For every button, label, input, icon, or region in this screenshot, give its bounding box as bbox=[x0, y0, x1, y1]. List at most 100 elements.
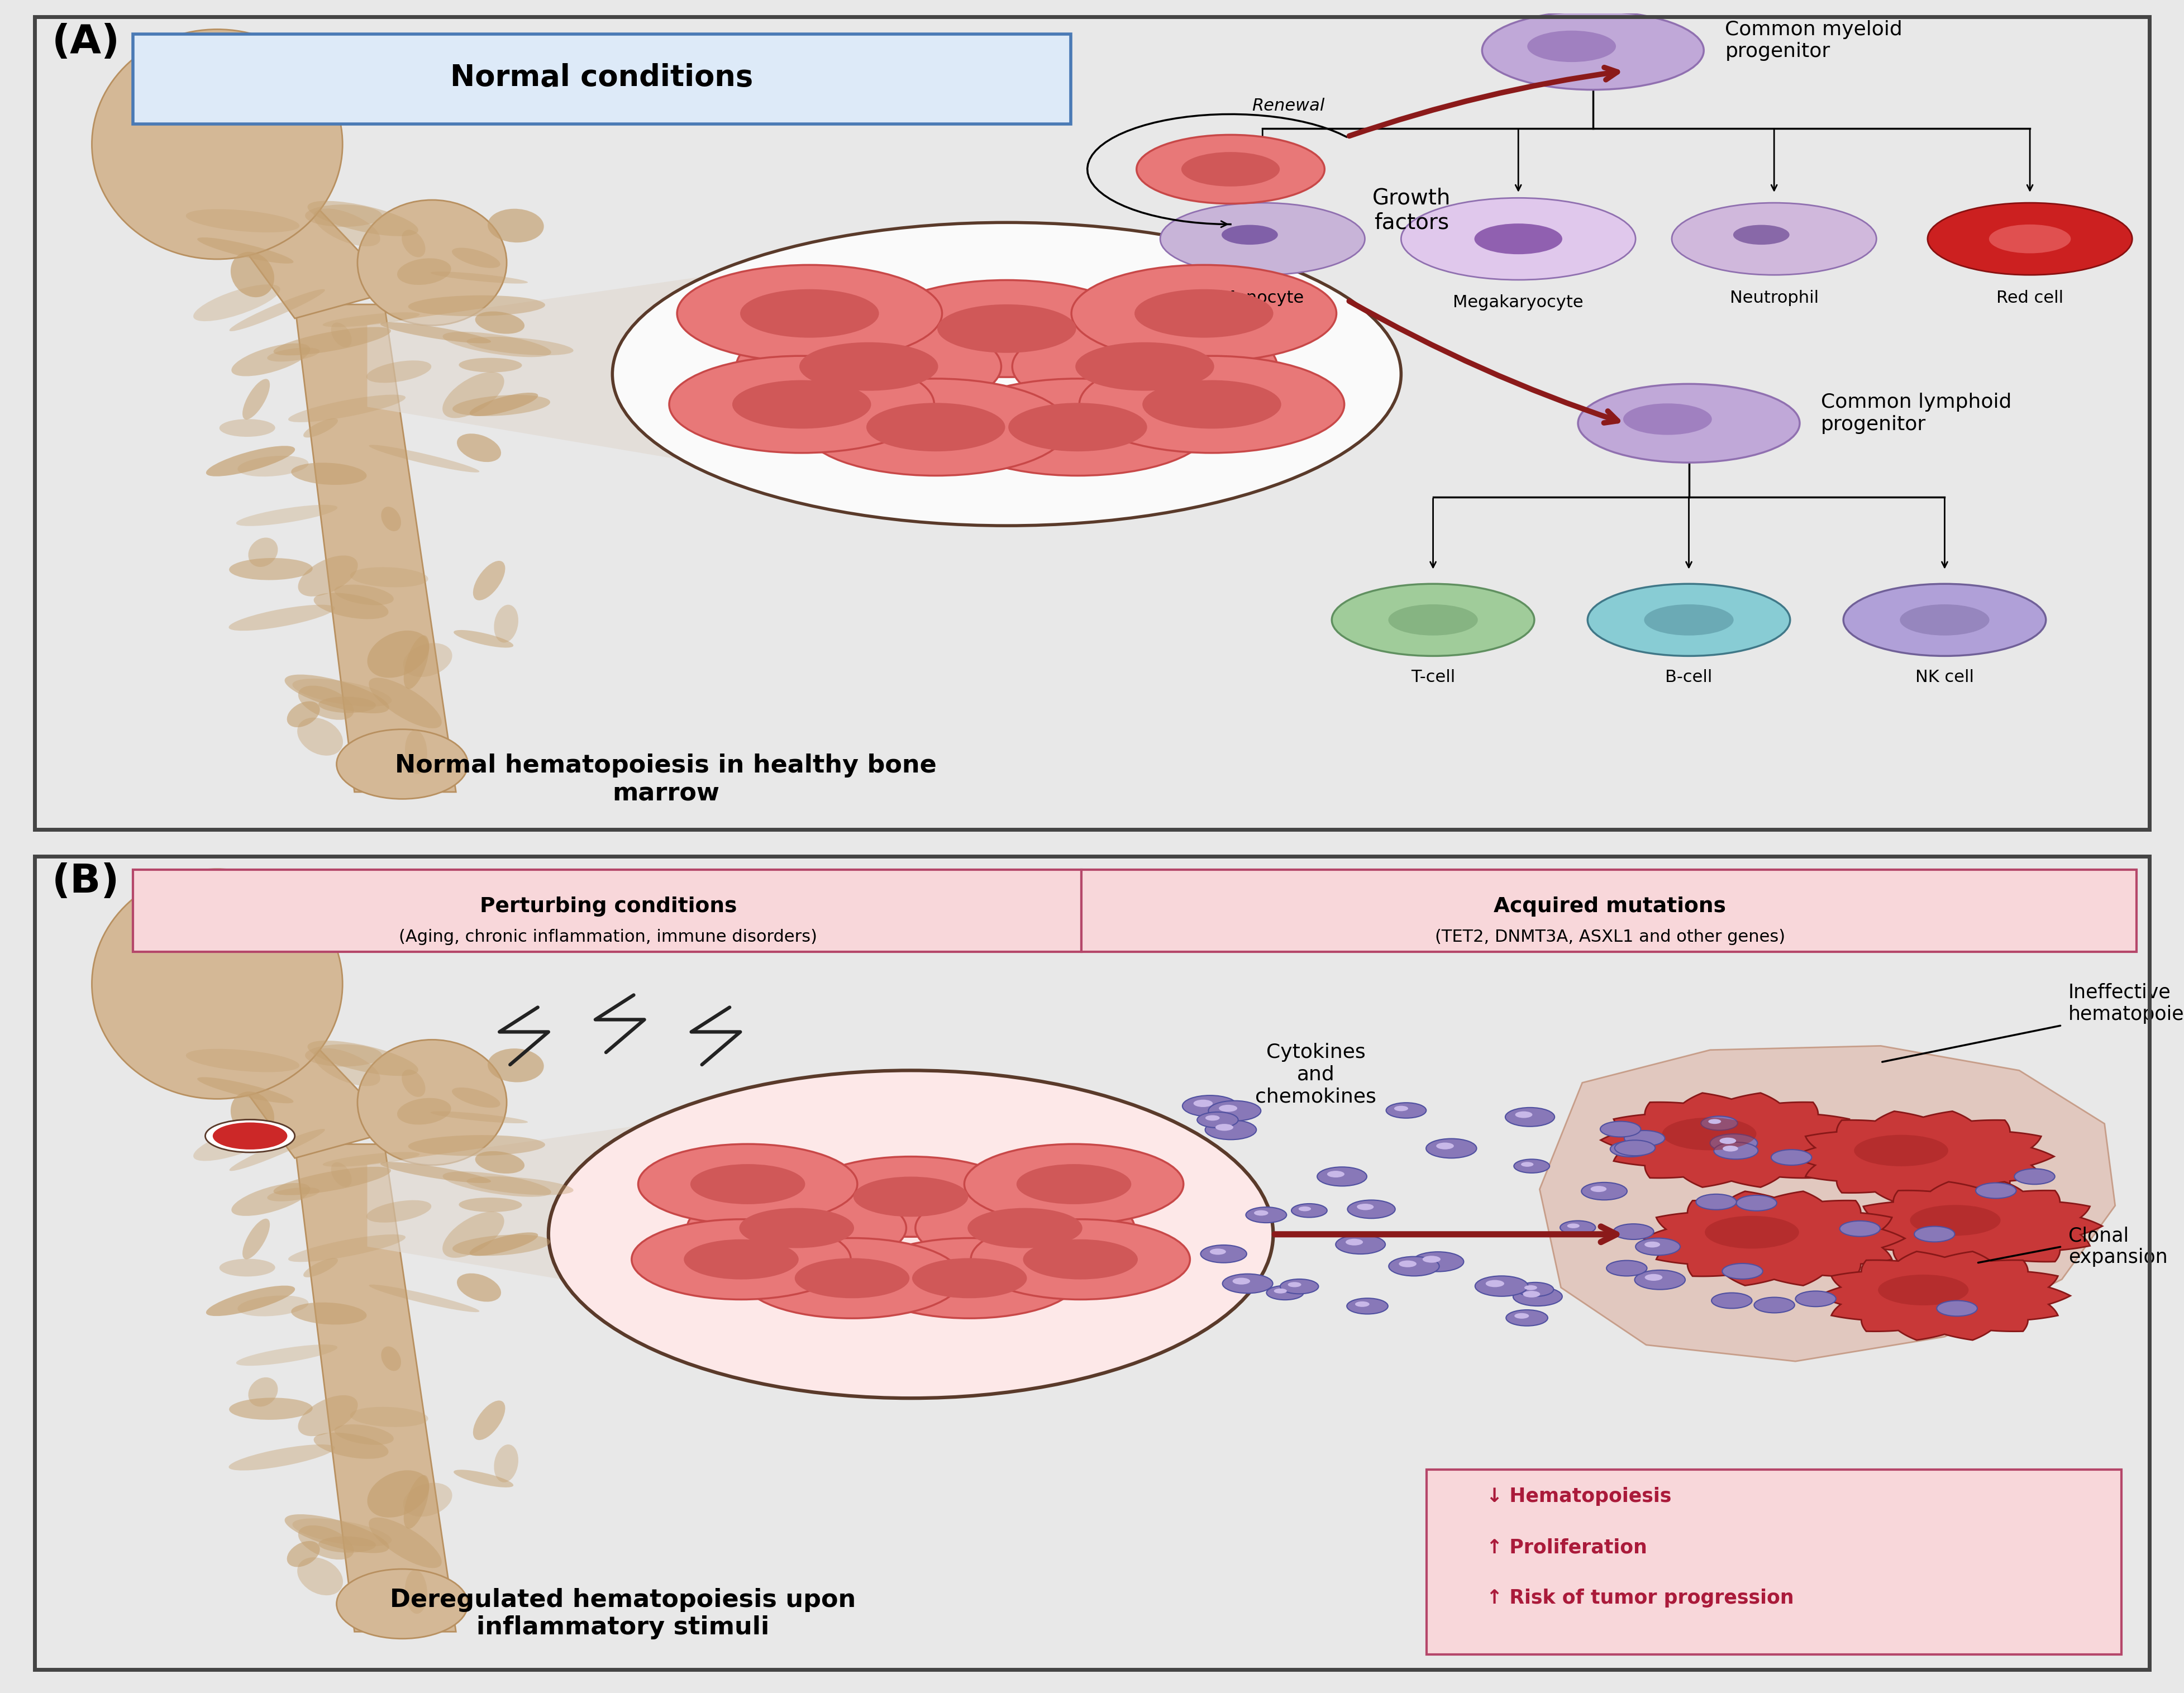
Ellipse shape bbox=[323, 312, 419, 327]
Ellipse shape bbox=[874, 279, 1140, 378]
Ellipse shape bbox=[690, 1165, 806, 1204]
Circle shape bbox=[1507, 1310, 1548, 1326]
Text: ↓ Hematopoiesis: ↓ Hematopoiesis bbox=[1487, 1486, 1671, 1507]
Ellipse shape bbox=[197, 1077, 293, 1104]
Ellipse shape bbox=[1527, 30, 1616, 63]
Ellipse shape bbox=[404, 730, 428, 774]
Ellipse shape bbox=[229, 1444, 334, 1471]
Circle shape bbox=[1520, 1161, 1533, 1166]
Ellipse shape bbox=[266, 1187, 319, 1202]
Ellipse shape bbox=[218, 1260, 275, 1277]
Ellipse shape bbox=[1662, 1117, 1756, 1150]
Ellipse shape bbox=[1332, 584, 1535, 655]
Circle shape bbox=[1719, 1138, 1736, 1144]
Ellipse shape bbox=[218, 420, 275, 437]
Ellipse shape bbox=[1474, 223, 1562, 254]
Ellipse shape bbox=[1911, 1205, 2001, 1236]
Circle shape bbox=[1398, 1261, 1417, 1268]
Circle shape bbox=[1514, 1314, 1529, 1319]
Ellipse shape bbox=[304, 418, 339, 437]
Ellipse shape bbox=[194, 1124, 280, 1161]
Ellipse shape bbox=[946, 379, 1210, 476]
Ellipse shape bbox=[297, 555, 358, 596]
Ellipse shape bbox=[288, 1234, 406, 1261]
Ellipse shape bbox=[369, 1517, 441, 1568]
Circle shape bbox=[1219, 1106, 1238, 1112]
Ellipse shape bbox=[1011, 318, 1278, 415]
Ellipse shape bbox=[404, 643, 452, 677]
Ellipse shape bbox=[336, 730, 467, 799]
Polygon shape bbox=[194, 166, 395, 318]
Circle shape bbox=[1516, 1111, 1533, 1117]
Text: T-cell: T-cell bbox=[1411, 669, 1455, 686]
Ellipse shape bbox=[408, 295, 546, 317]
FancyBboxPatch shape bbox=[1426, 1470, 2121, 1654]
Ellipse shape bbox=[242, 1219, 271, 1260]
Ellipse shape bbox=[631, 1219, 852, 1300]
Ellipse shape bbox=[238, 1295, 308, 1315]
Text: Deregulated hematopoiesis upon
inflammatory stimuli: Deregulated hematopoiesis upon inflammat… bbox=[391, 1588, 856, 1639]
Circle shape bbox=[1736, 1195, 1778, 1210]
Circle shape bbox=[1485, 1280, 1505, 1287]
Ellipse shape bbox=[229, 1129, 325, 1172]
Ellipse shape bbox=[232, 1092, 275, 1138]
Ellipse shape bbox=[369, 1285, 480, 1312]
Circle shape bbox=[1795, 1292, 1837, 1307]
Circle shape bbox=[1723, 1146, 1738, 1151]
Circle shape bbox=[1210, 1248, 1225, 1255]
Circle shape bbox=[1413, 1251, 1463, 1271]
Ellipse shape bbox=[273, 1166, 391, 1195]
Ellipse shape bbox=[430, 1111, 529, 1122]
Ellipse shape bbox=[1734, 225, 1789, 245]
Ellipse shape bbox=[1389, 604, 1479, 635]
Ellipse shape bbox=[1402, 198, 1636, 279]
Ellipse shape bbox=[332, 1163, 352, 1187]
Circle shape bbox=[1518, 1282, 1553, 1297]
Circle shape bbox=[1232, 1278, 1249, 1285]
Ellipse shape bbox=[638, 1144, 858, 1224]
Polygon shape bbox=[295, 1144, 456, 1632]
Ellipse shape bbox=[474, 560, 505, 601]
Circle shape bbox=[1977, 1183, 2016, 1199]
Circle shape bbox=[1710, 1134, 1758, 1153]
Ellipse shape bbox=[740, 290, 878, 337]
Circle shape bbox=[1350, 1202, 1385, 1214]
Ellipse shape bbox=[1843, 584, 2046, 655]
Ellipse shape bbox=[677, 264, 941, 362]
Polygon shape bbox=[367, 1116, 708, 1304]
Ellipse shape bbox=[242, 379, 271, 420]
Ellipse shape bbox=[736, 318, 1000, 415]
Ellipse shape bbox=[402, 1070, 426, 1097]
Ellipse shape bbox=[456, 1273, 500, 1302]
Ellipse shape bbox=[802, 1156, 1020, 1238]
Ellipse shape bbox=[1588, 584, 1791, 655]
Ellipse shape bbox=[273, 327, 391, 356]
Ellipse shape bbox=[732, 381, 871, 428]
Ellipse shape bbox=[474, 1400, 505, 1441]
Circle shape bbox=[1636, 1238, 1679, 1255]
Ellipse shape bbox=[1016, 1165, 1131, 1204]
Circle shape bbox=[1625, 1131, 1664, 1146]
Circle shape bbox=[1348, 1200, 1396, 1219]
Ellipse shape bbox=[299, 1525, 354, 1559]
Circle shape bbox=[1254, 1210, 1269, 1216]
Circle shape bbox=[1422, 1256, 1441, 1263]
Ellipse shape bbox=[804, 379, 1068, 476]
Ellipse shape bbox=[430, 271, 529, 283]
Ellipse shape bbox=[443, 332, 550, 357]
Ellipse shape bbox=[443, 1172, 550, 1197]
Ellipse shape bbox=[349, 567, 428, 587]
Ellipse shape bbox=[306, 205, 382, 227]
Ellipse shape bbox=[915, 1188, 1133, 1268]
Circle shape bbox=[1317, 1166, 1367, 1187]
Ellipse shape bbox=[293, 1519, 391, 1546]
Ellipse shape bbox=[367, 1200, 432, 1222]
Ellipse shape bbox=[314, 593, 389, 620]
Circle shape bbox=[1645, 1241, 1660, 1248]
Text: Normal conditions: Normal conditions bbox=[450, 63, 753, 91]
Ellipse shape bbox=[229, 1398, 312, 1420]
Circle shape bbox=[1182, 1095, 1238, 1117]
Ellipse shape bbox=[548, 1070, 1273, 1398]
Ellipse shape bbox=[367, 361, 432, 383]
Ellipse shape bbox=[1854, 1134, 1948, 1166]
